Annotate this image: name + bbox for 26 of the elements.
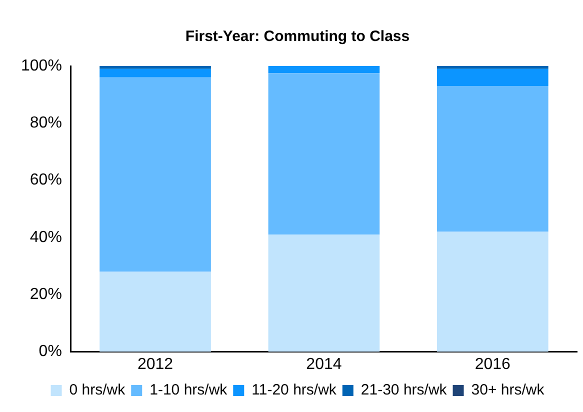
y-tick-label: 100%	[21, 57, 62, 74]
y-tick-label: 60%	[30, 172, 62, 189]
bar	[436, 68, 548, 86]
bar	[100, 77, 211, 272]
bar	[268, 73, 380, 235]
bar	[100, 272, 211, 352]
y-tick-label: 20%	[30, 286, 62, 304]
y-tick-label: 0%	[38, 343, 62, 360]
x-tick-label: 2014	[306, 356, 342, 373]
legend-label: 21-30 hrs/wk	[360, 382, 448, 399]
bar	[268, 234, 380, 352]
legend-label: 1-10 hrs/wk	[150, 382, 228, 399]
legend-label: 30+ hrs/wk	[471, 382, 545, 399]
bar	[100, 66, 211, 69]
bar	[436, 86, 548, 232]
legend-label: 0 hrs/wk	[69, 382, 126, 399]
bar	[436, 66, 548, 69]
chart-title: First-Year: Commuting to Class	[185, 28, 410, 46]
bar	[100, 68, 211, 78]
y-tick-label: 40%	[30, 228, 62, 246]
bar	[436, 232, 548, 352]
bar	[268, 66, 380, 74]
x-tick-label: 2012	[137, 356, 174, 373]
y-tick-label: 80%	[30, 114, 62, 132]
legend-label: 11-20 hrs/wk	[252, 382, 337, 399]
x-tick-label: 2016	[474, 356, 511, 373]
